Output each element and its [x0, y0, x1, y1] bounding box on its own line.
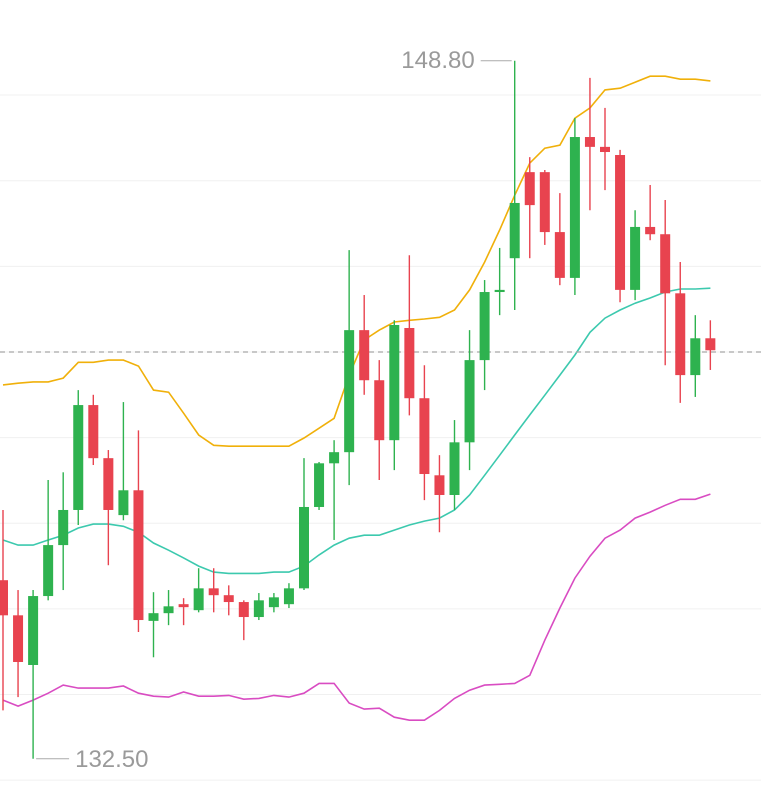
candle-body [645, 226, 656, 235]
candle-body [374, 380, 385, 441]
candle-body [600, 146, 610, 153]
candle-body [660, 234, 671, 294]
candle-body [690, 338, 701, 376]
candle-body [630, 226, 641, 290]
band-line [2, 75, 711, 448]
candle-body [539, 172, 550, 233]
candle-body [479, 292, 490, 361]
candle-body [314, 463, 325, 507]
candle-body [13, 615, 24, 662]
candle-body [238, 602, 249, 618]
candle-body [584, 137, 595, 147]
candle-body [163, 606, 174, 614]
candle-body [148, 613, 159, 621]
candle-body [344, 330, 355, 453]
candle-body [268, 597, 279, 608]
candle-body [28, 596, 39, 665]
annotation-label: 132.50 [75, 746, 148, 773]
candle-body [103, 458, 114, 510]
candle-body [283, 588, 294, 605]
candle-body [494, 289, 505, 293]
candle-body [615, 155, 626, 290]
candle-body [419, 398, 430, 475]
candle-body [193, 588, 204, 611]
candle-body [434, 475, 445, 495]
candle-body [359, 330, 370, 381]
candle-body [705, 338, 716, 351]
candle-body [449, 442, 460, 495]
candle-body [88, 405, 99, 459]
candle-body [404, 327, 415, 399]
candle-body [73, 405, 84, 510]
candle-body [253, 600, 264, 618]
band-line [2, 493, 711, 722]
candle-body [569, 137, 580, 278]
candle-body [675, 293, 686, 376]
candle-body [299, 506, 309, 589]
candle-body [554, 232, 565, 278]
candle-body [223, 595, 234, 603]
candle-body [509, 202, 520, 259]
candle-body [0, 580, 8, 616]
candle-body [133, 490, 144, 621]
annotation-label: 148.80 [401, 47, 474, 74]
candle-body [389, 324, 400, 441]
candle-body [208, 588, 219, 596]
candle-body [524, 172, 535, 206]
candle-body [58, 509, 69, 546]
band-line [2, 287, 711, 575]
candle-body [178, 604, 189, 608]
candle-body [464, 360, 475, 443]
candle-body [329, 452, 340, 464]
candle-body [118, 490, 129, 516]
candle-body [43, 545, 54, 597]
